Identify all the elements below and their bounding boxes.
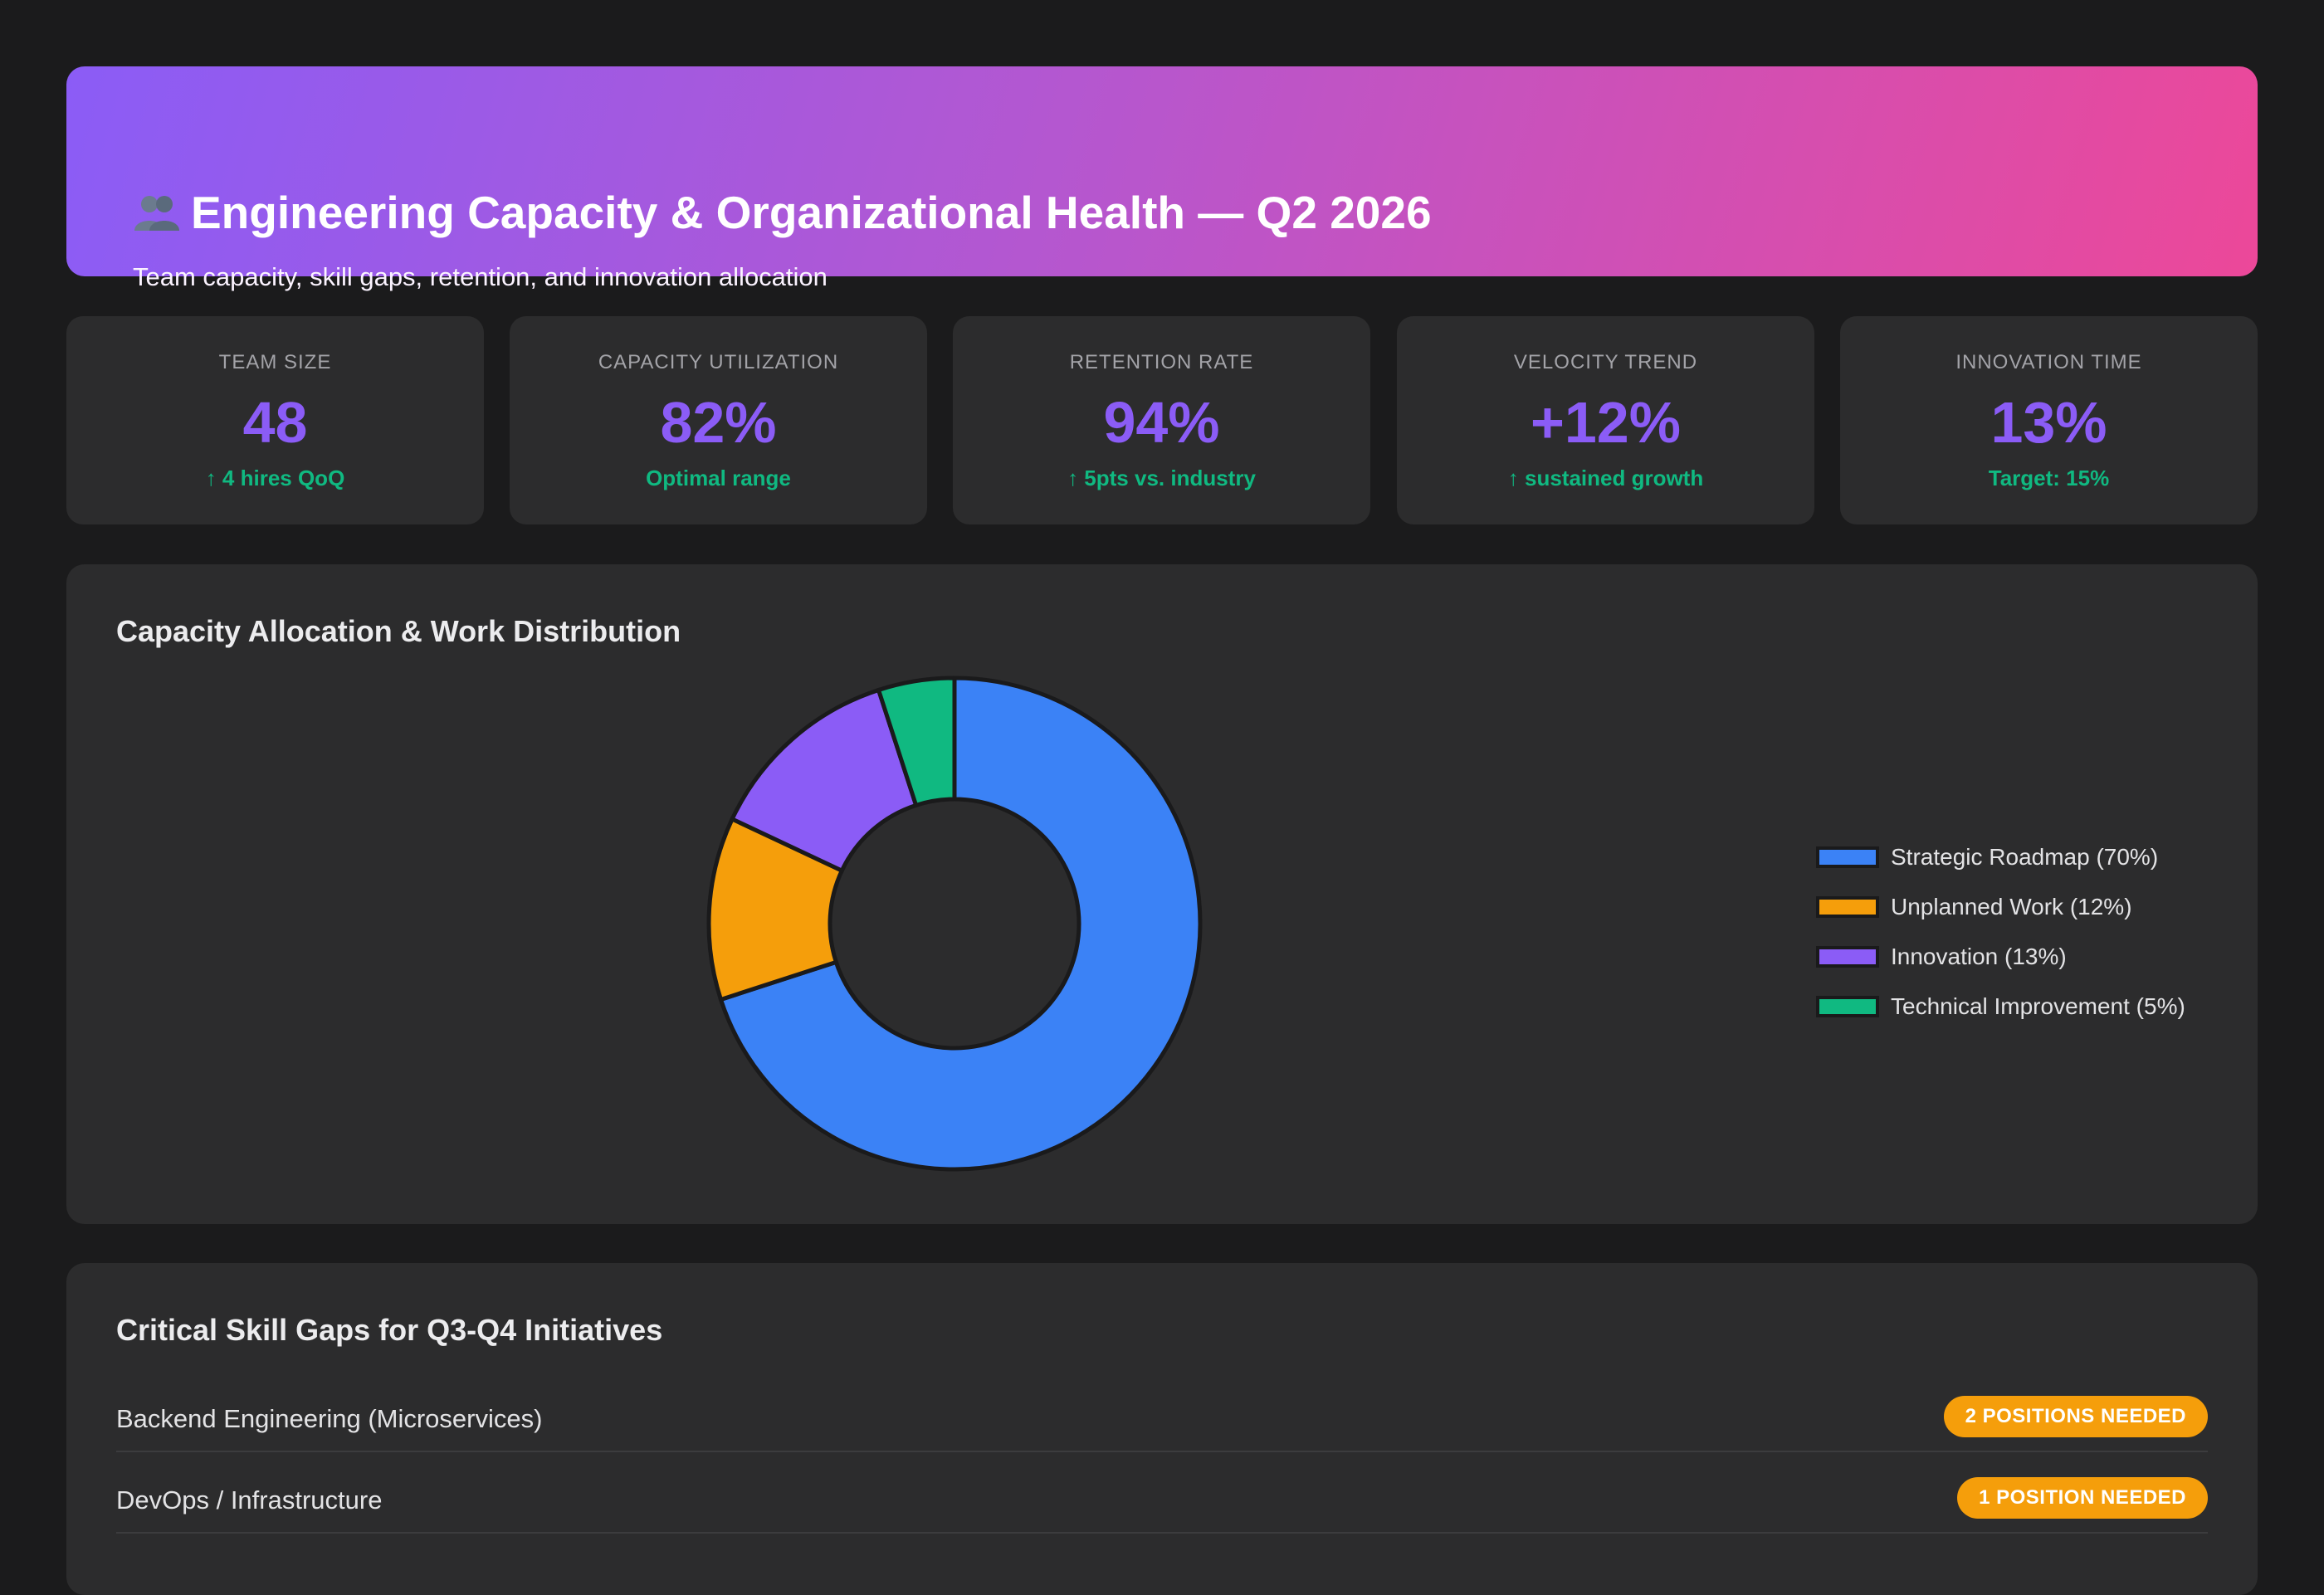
positions-needed-badge: 1 POSITION NEEDED (1957, 1477, 2208, 1519)
kpi-card-capacity-utilization: CAPACITY UTILIZATION 82% Optimal range (510, 316, 927, 524)
kpi-note: ↑ 4 hires QoQ (205, 466, 345, 490)
skill-name: DevOps / Infrastructure (116, 1485, 383, 1515)
page-subtitle: Team capacity, skill gaps, retention, an… (133, 262, 828, 291)
page-title: Engineering Capacity & Organizational He… (191, 187, 1432, 238)
legend-label: Technical Improvement (5%) (1891, 993, 2185, 1019)
legend-swatch (1816, 996, 1879, 1017)
kpi-label: VELOCITY TREND (1513, 351, 1698, 373)
header-banner: Engineering Capacity & Organizational He… (66, 66, 2258, 291)
legend-item-innovation[interactable]: Innovation (13%) (1816, 932, 2185, 982)
legend-label: Strategic Roadmap (70%) (1891, 844, 2159, 870)
skill-name: Backend Engineering (Microservices) (116, 1404, 543, 1433)
kpi-value: 48 (242, 390, 308, 455)
skill-gap-row: Backend Engineering (Microservices) 2 PO… (116, 1379, 2208, 1452)
donut-slice-strategic-roadmap[interactable] (718, 676, 1203, 1172)
kpi-note: Optimal range (646, 466, 791, 490)
legend-swatch (1816, 896, 1879, 918)
legend-label: Innovation (13%) (1891, 944, 2067, 969)
people-icon (133, 192, 181, 233)
legend-item-technical-improvement[interactable]: Technical Improvement (5%) (1816, 982, 2185, 1032)
kpi-value: 94% (1103, 390, 1220, 455)
chart-legend: Strategic Roadmap (70%) Unplanned Work (… (1816, 832, 2185, 1032)
legend-label: Unplanned Work (12%) (1891, 894, 2132, 919)
page-title-row: Engineering Capacity & Organizational He… (133, 186, 1432, 239)
kpi-card-team-size: TEAM SIZE 48 ↑ 4 hires QoQ (66, 316, 484, 524)
legend-swatch (1816, 946, 1879, 968)
positions-needed-badge: 2 POSITIONS NEEDED (1943, 1396, 2208, 1437)
capacity-panel-title: Capacity Allocation & Work Distribution (116, 614, 681, 648)
kpi-label: CAPACITY UTILIZATION (598, 351, 839, 373)
kpi-card-innovation-time: INNOVATION TIME 13% Target: 15% (1840, 316, 2258, 524)
capacity-donut-chart (706, 676, 1203, 1172)
legend-item-strategic-roadmap[interactable]: Strategic Roadmap (70%) (1816, 832, 2185, 882)
donut-slice-technical-improvement[interactable] (876, 676, 957, 808)
skill-gaps-title: Critical Skill Gaps for Q3-Q4 Initiative… (116, 1313, 663, 1347)
legend-item-unplanned-work[interactable]: Unplanned Work (12%) (1816, 882, 2185, 932)
kpi-label: TEAM SIZE (218, 351, 332, 373)
kpi-note: Target: 15% (1988, 466, 2110, 490)
kpi-note: ↑ 5pts vs. industry (1067, 466, 1256, 490)
kpi-card-retention-rate: RETENTION RATE 94% ↑ 5pts vs. industry (953, 316, 1370, 524)
skill-gap-row: DevOps / Infrastructure 1 POSITION NEEDE… (116, 1461, 2208, 1534)
kpi-label: INNOVATION TIME (1955, 351, 2142, 373)
kpi-label: RETENTION RATE (1069, 351, 1254, 373)
kpi-value: 82% (660, 390, 777, 455)
kpi-note: ↑ sustained growth (1507, 466, 1704, 490)
legend-swatch (1816, 846, 1879, 868)
kpi-value: 13% (1990, 390, 2107, 455)
kpi-card-velocity-trend: VELOCITY TREND +12% ↑ sustained growth (1397, 316, 1814, 524)
kpi-value: +12% (1531, 390, 1681, 455)
